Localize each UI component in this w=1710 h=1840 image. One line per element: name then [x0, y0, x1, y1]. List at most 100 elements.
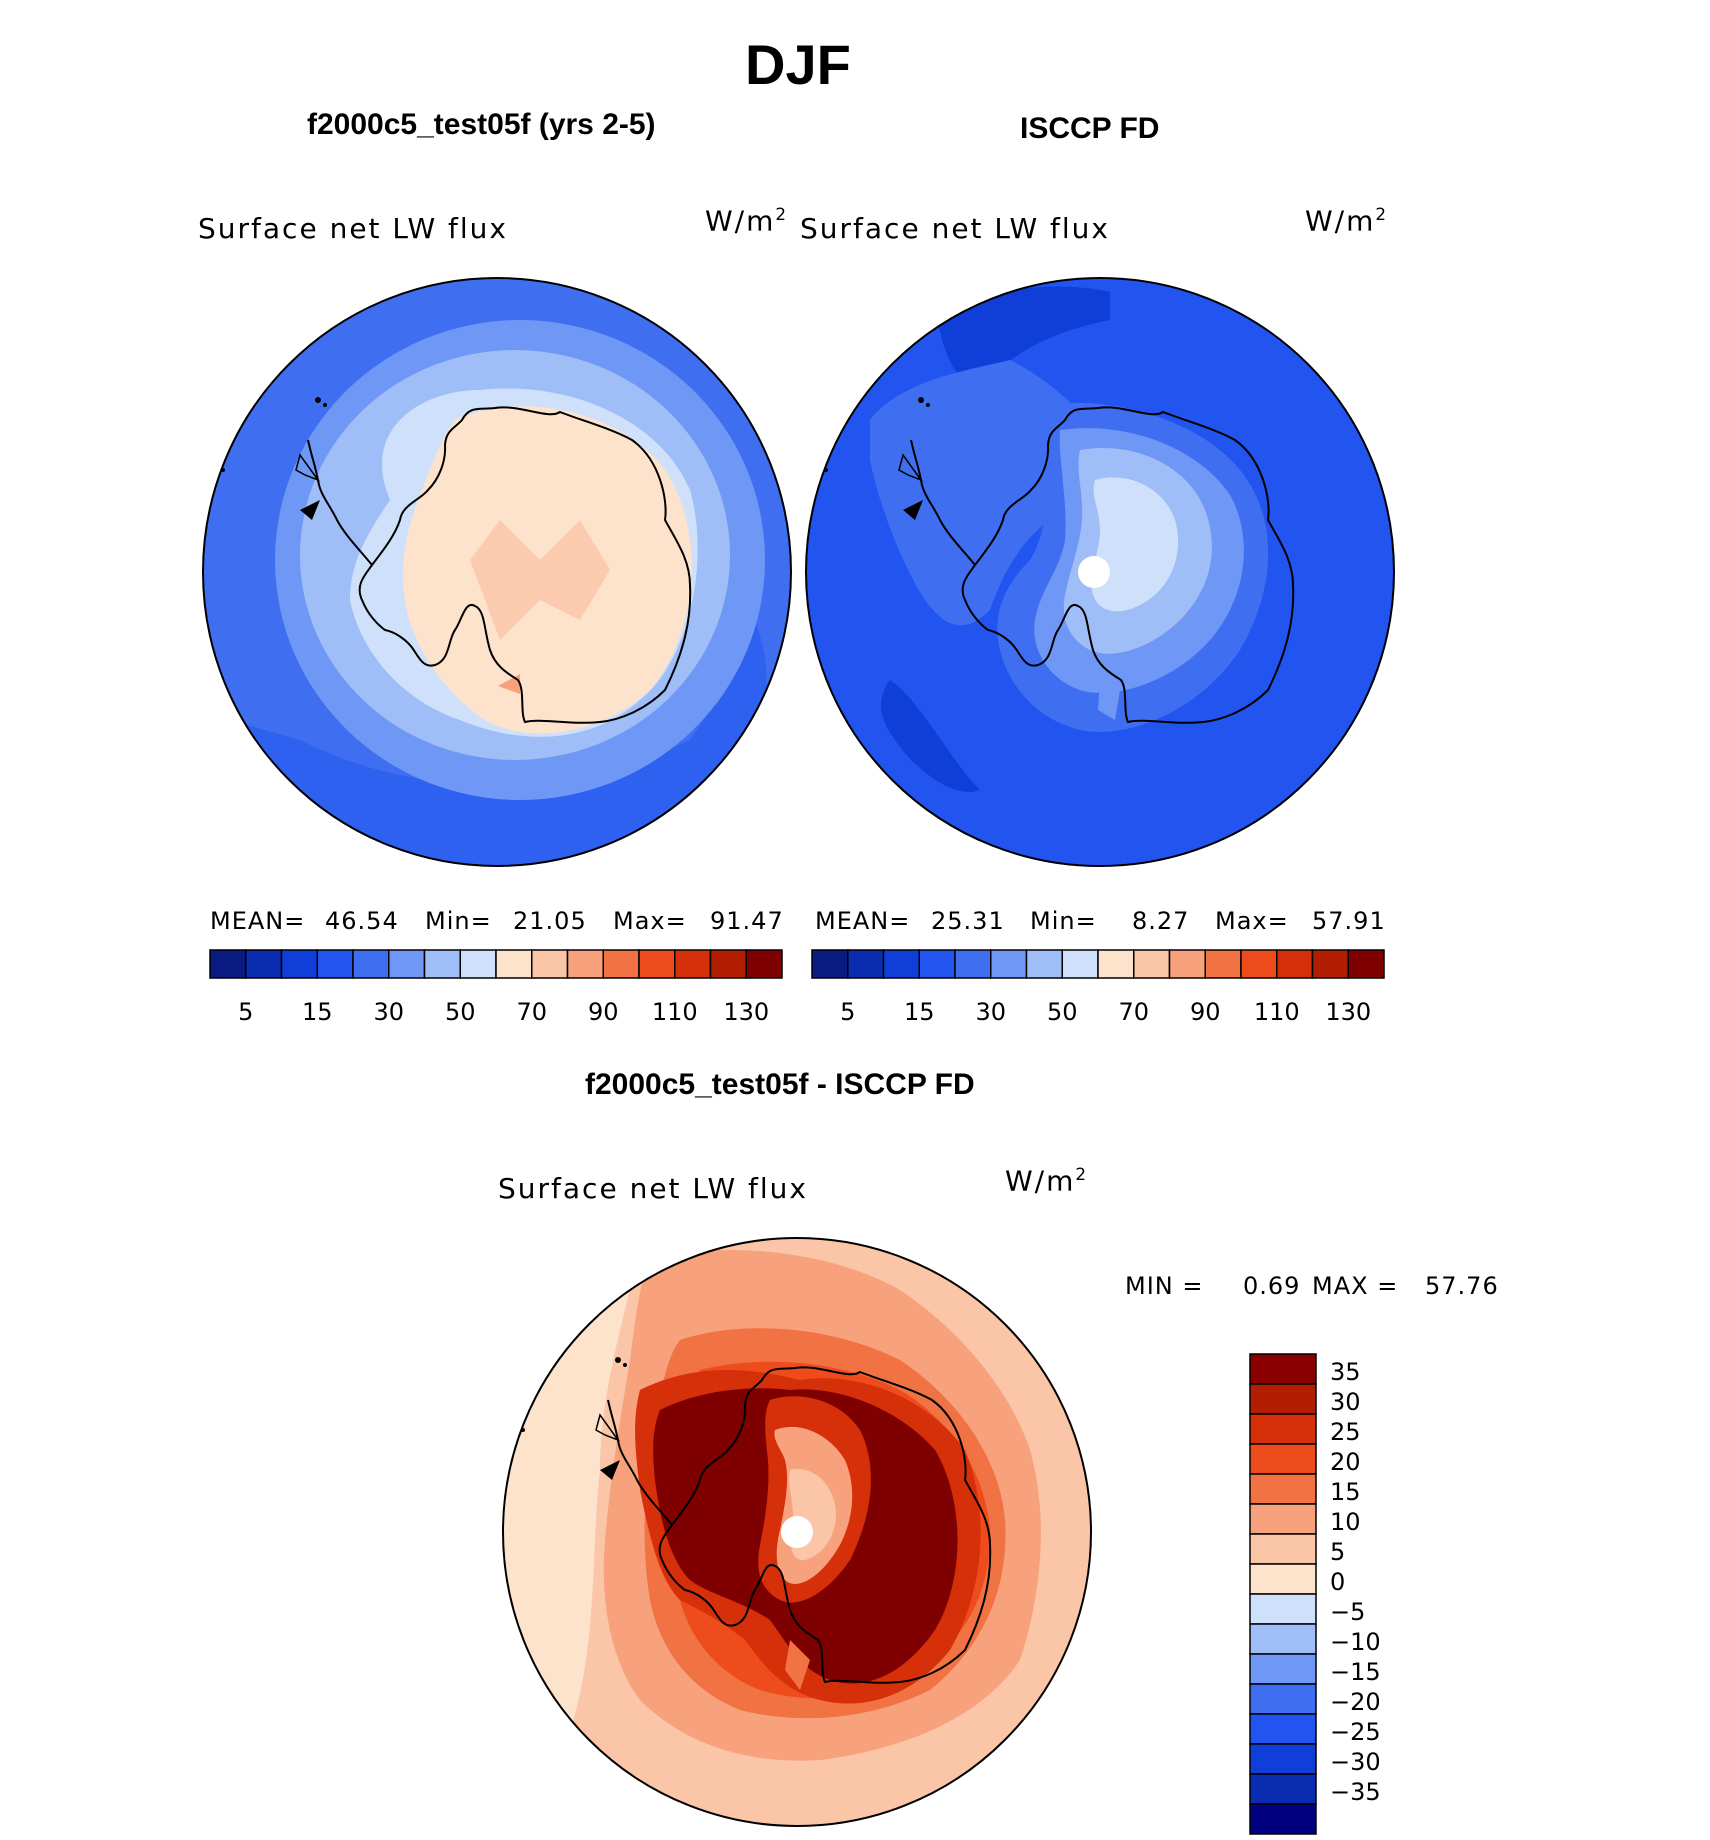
panel2-colorbar-swatch: [1240, 949, 1278, 979]
panel1-colorbar-swatch: [423, 949, 461, 979]
panel2-colorbar-swatch: [1061, 949, 1099, 979]
panel3-colorbar-swatch: [1249, 1383, 1317, 1415]
panel3-colorbar-swatch: [1249, 1503, 1317, 1535]
panel3-colorbar-swatch: [1249, 1353, 1317, 1385]
panel3-colorbar-tick-label: −10: [1330, 1628, 1381, 1656]
panel1-colorbar-tick-label: 90: [588, 998, 619, 1026]
panel2-colorbar-swatch: [918, 949, 956, 979]
panel1-colorbar-swatch: [495, 949, 533, 979]
panel2-map: [806, 278, 1394, 866]
panel3-colorbar-swatch: [1249, 1773, 1317, 1805]
panel2-map-border: [805, 277, 1395, 867]
panel1-heading: f2000c5_test05f (yrs 2-5): [307, 108, 656, 141]
panel1-colorbar-swatch: [709, 949, 747, 979]
panel3-colorbar-swatch: [1249, 1803, 1317, 1835]
panel1-colorbar-swatch: [280, 949, 318, 979]
panel3-heading: f2000c5_test05f - ISCCP FD: [585, 1068, 975, 1101]
panel2-colorbar-tick-label: 130: [1325, 998, 1371, 1026]
panel1-min-value: 21.05: [513, 907, 587, 935]
panel1-mean-value: 46.54: [325, 907, 399, 935]
panel2-colorbar-tick-label: 90: [1190, 998, 1221, 1026]
panel3-colorbar-tick-label: −25: [1330, 1718, 1381, 1746]
panel2-colorbar-tick-label: 110: [1254, 998, 1300, 1026]
panel1-colorbar-swatch: [209, 949, 247, 979]
panel3-colorbar-tick-label: −15: [1330, 1658, 1381, 1686]
panel3-colorbar-tick-label: 30: [1330, 1388, 1361, 1416]
panel2-colorbar-tick-label: 5: [840, 998, 855, 1026]
panel2-colorbar-swatch: [1133, 949, 1171, 979]
panel1-colorbar-swatch: [674, 949, 712, 979]
panel2-min-label: Min=: [1030, 907, 1097, 935]
panel1-units: W/m2: [705, 204, 789, 238]
panel1-colorbar-swatch: [745, 949, 783, 979]
panel1-colorbar: 5 15 30 50 70 90 110 130: [209, 949, 783, 1026]
panel2-min-value: 8.27: [1132, 907, 1190, 935]
panel3-variable-label: Surface net LW flux: [498, 1172, 808, 1205]
panel2-units: W/m2: [1305, 204, 1389, 238]
panel2-mean-value: 25.31: [931, 907, 1005, 935]
panel2-colorbar-tick-label: 15: [904, 998, 935, 1026]
panel2-colorbar-swatch: [811, 949, 849, 979]
panel2-colorbar-swatch: [1311, 949, 1349, 979]
panel3-colorbar-tick-label: 35: [1330, 1358, 1361, 1386]
panel1-colorbar-tick-label: 130: [723, 998, 769, 1026]
panel1-colorbar-tick-label: 30: [373, 998, 404, 1026]
panel2-colorbar-swatch: [1025, 949, 1063, 979]
panel3-colorbar-tick-label: 20: [1330, 1448, 1361, 1476]
panel3-colorbar-swatch: [1249, 1413, 1317, 1445]
panel3-max-label: MAX =: [1312, 1272, 1399, 1300]
panel2-colorbar-swatch: [1097, 949, 1135, 979]
panel3-colorbar-tick-label: −30: [1330, 1748, 1381, 1776]
panel3-min-value: 0.69: [1243, 1272, 1301, 1300]
panel1-map-border: [202, 277, 792, 867]
panel2-max-value: 57.91: [1312, 907, 1386, 935]
panel2-colorbar-swatch: [1168, 949, 1206, 979]
panel3-colorbar-swatch: [1249, 1533, 1317, 1565]
panel3-colorbar-tick-label: 25: [1330, 1418, 1361, 1446]
panel1-max-label: Max=: [613, 907, 687, 935]
panel3-map-border: [502, 1237, 1092, 1827]
panel3-colorbar-swatch: [1249, 1563, 1317, 1595]
panel2-variable-label: Surface net LW flux: [800, 212, 1110, 245]
panel2-colorbar-tick-label: 30: [975, 998, 1006, 1026]
figure-title: DJF: [745, 33, 851, 96]
panel3-min-label: MIN =: [1125, 1272, 1204, 1300]
panel3-colorbar-swatch: [1249, 1623, 1317, 1655]
panel1-max-value: 91.47: [710, 907, 784, 935]
panel1-colorbar-tick-label: 110: [652, 998, 698, 1026]
panel3-colorbar-tick-label: −20: [1330, 1688, 1381, 1716]
panel1-colorbar-swatch: [566, 949, 604, 979]
panel2-colorbar-swatch: [954, 949, 992, 979]
panel2-colorbar-swatch: [882, 949, 920, 979]
panel1-colorbar-swatch: [388, 949, 426, 979]
panel1-colorbar-swatch: [531, 949, 569, 979]
panel2-colorbar-tick-label: 70: [1118, 998, 1149, 1026]
panel1-colorbar-tick-label: 15: [302, 998, 333, 1026]
panel3-colorbar-tick-label: −35: [1330, 1778, 1381, 1806]
panel3-units: W/m2: [1005, 1164, 1089, 1198]
panel2-heading: ISCCP FD: [1020, 112, 1160, 145]
panel1-colorbar-swatch: [245, 949, 283, 979]
panel3-max-value: 57.76: [1425, 1272, 1499, 1300]
panel3-colorbar-swatch: [1249, 1473, 1317, 1505]
panel3-colorbar-swatch: [1249, 1653, 1317, 1685]
panel2-colorbar-swatch: [990, 949, 1028, 979]
panel1-colorbar-swatch: [459, 949, 497, 979]
panel2-colorbar-swatch: [1276, 949, 1314, 979]
panel2-colorbar-tick-label: 50: [1047, 998, 1078, 1026]
panel1-colorbar-swatch: [638, 949, 676, 979]
panel3-colorbar-swatch: [1249, 1683, 1317, 1715]
panel2-colorbar-swatch: [847, 949, 885, 979]
panel2-colorbar: 5 15 30 50 70 90 110 130: [811, 949, 1385, 1026]
panel1-min-label: Min=: [425, 907, 492, 935]
panel3-colorbar-tick-label: 0: [1330, 1568, 1345, 1596]
panel1-variable-label: Surface net LW flux: [198, 212, 508, 245]
panel3-colorbar-swatch: [1249, 1743, 1317, 1775]
panel1-colorbar-tick-label: 5: [238, 998, 253, 1026]
panel2-colorbar-swatch: [1347, 949, 1385, 979]
panel1-colorbar-tick-label: 70: [516, 998, 547, 1026]
panel3-colorbar-swatch: [1249, 1713, 1317, 1745]
panel3-colorbar-tick-label: 15: [1330, 1478, 1361, 1506]
